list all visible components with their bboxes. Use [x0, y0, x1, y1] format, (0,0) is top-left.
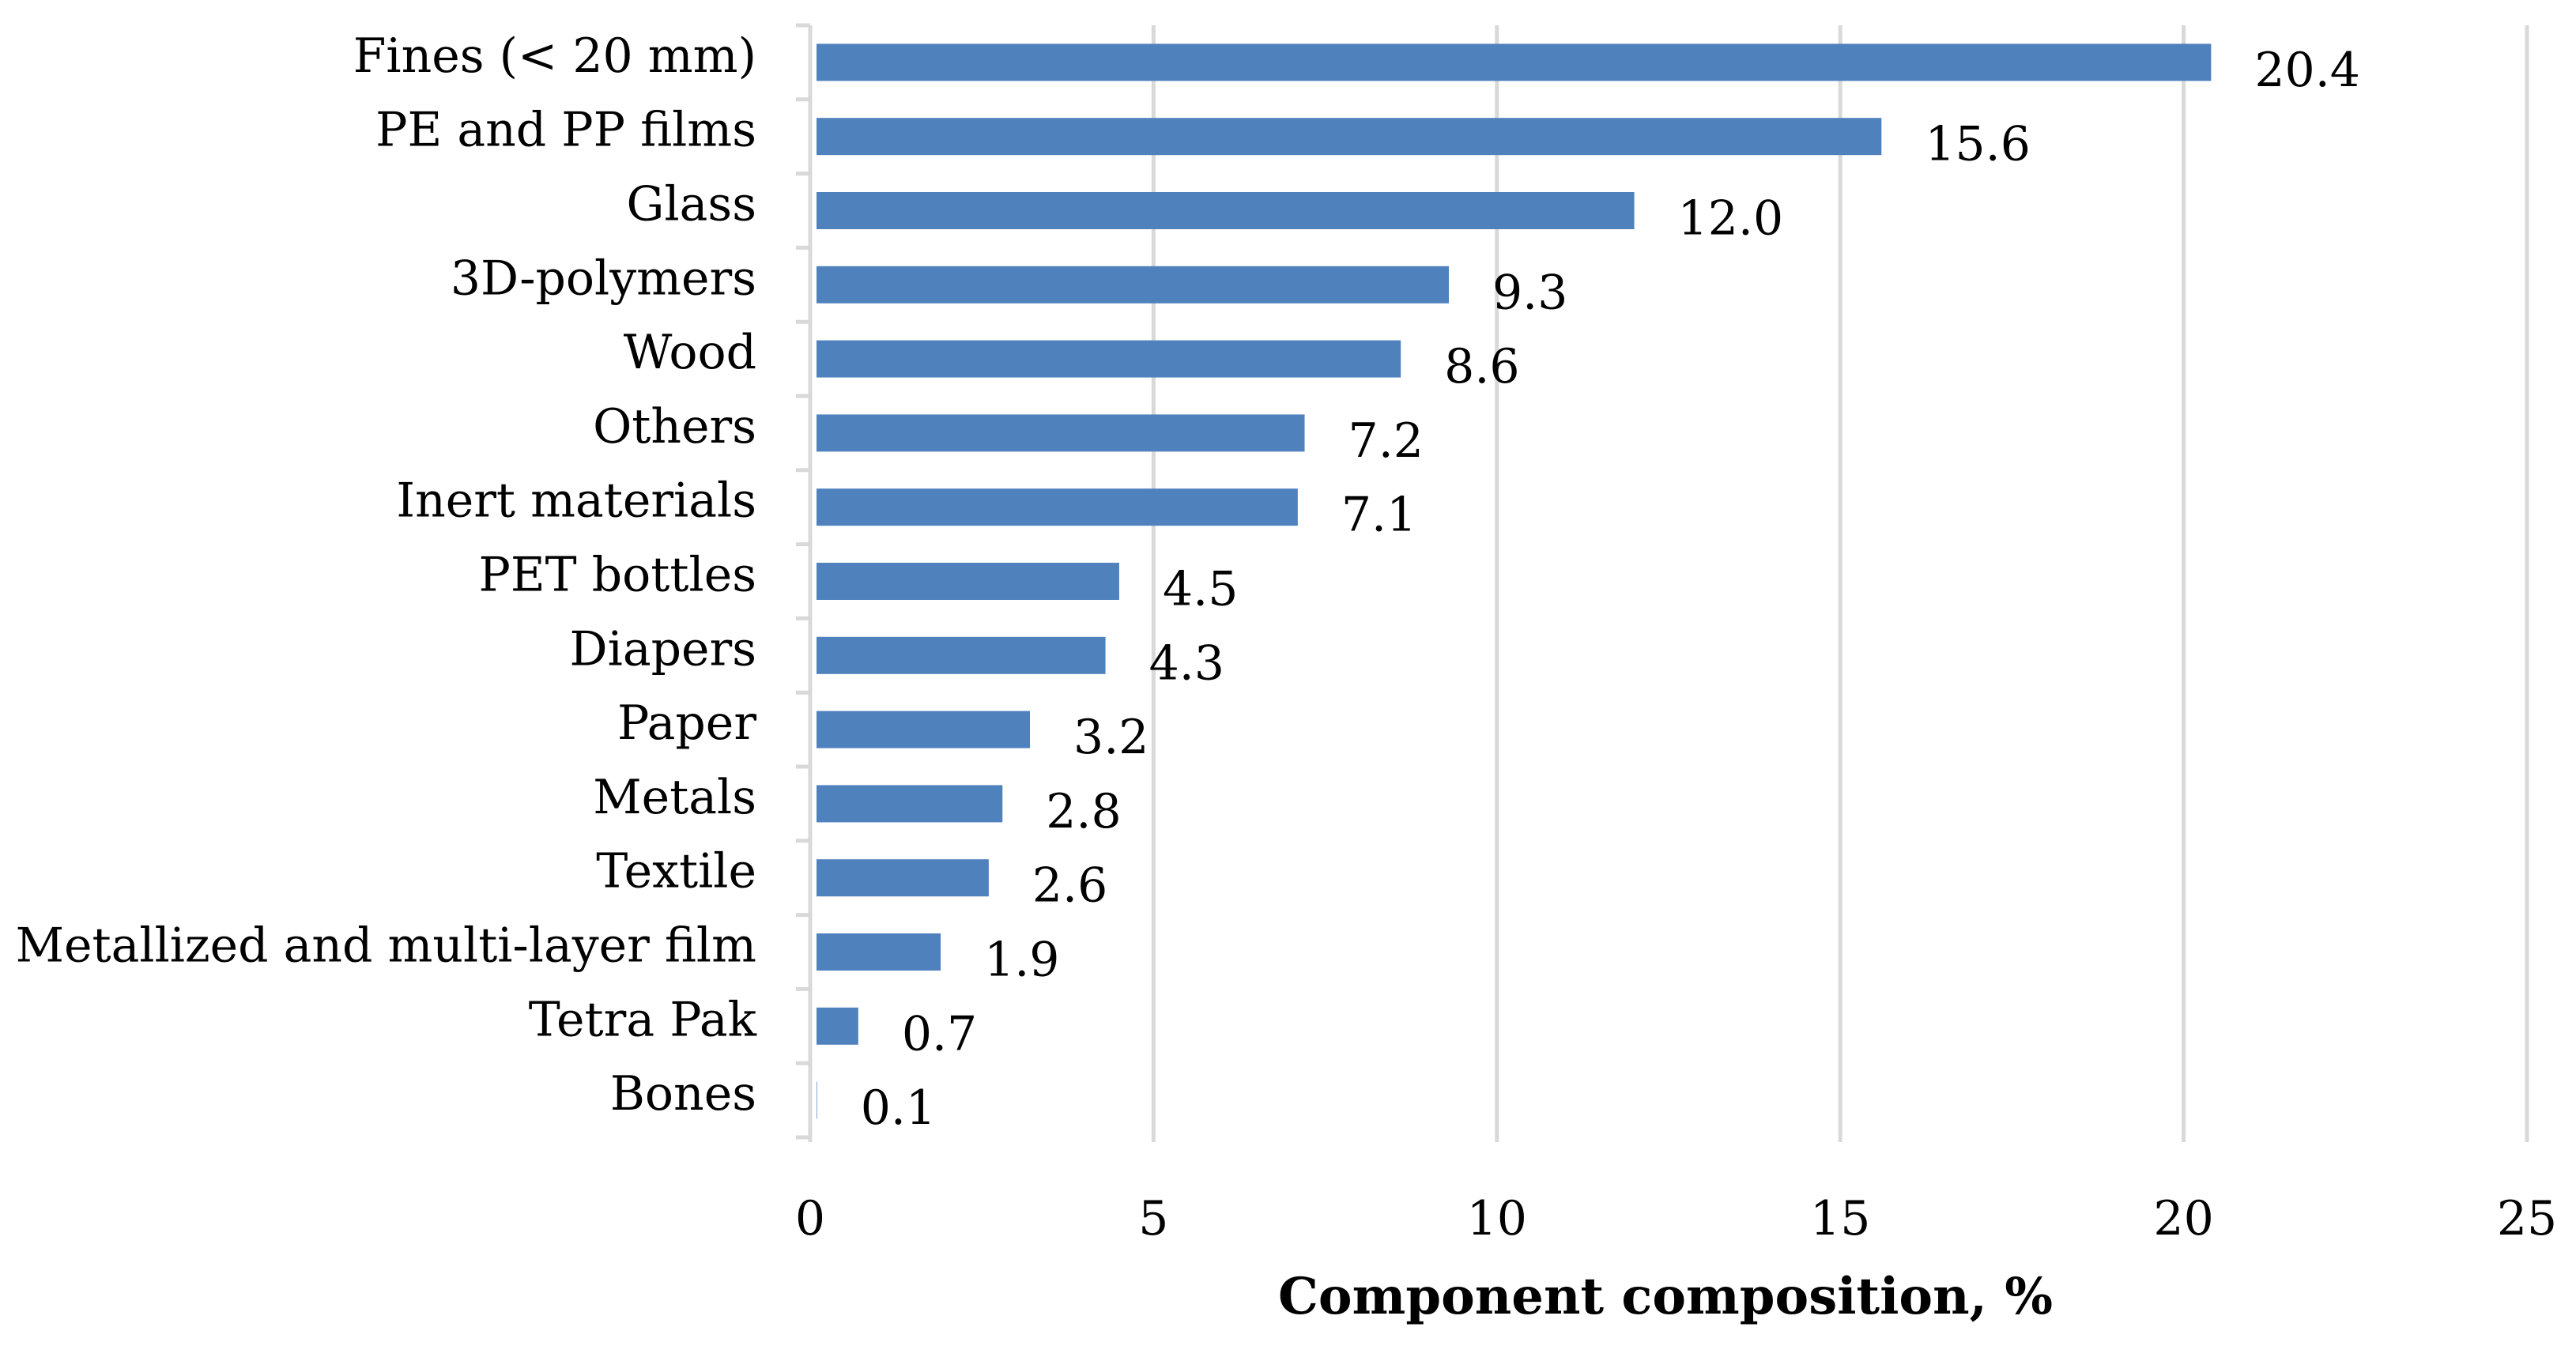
bar-11 — [817, 859, 989, 897]
data-label-0: 20.4 — [2254, 43, 2360, 98]
bar-3 — [817, 266, 1449, 303]
bar-9 — [817, 711, 1031, 748]
bar-6 — [817, 488, 1298, 526]
category-label-3: 3D-polymers — [451, 251, 756, 306]
category-label-12: Metallized and multi-layer film — [16, 918, 756, 974]
bar-4 — [817, 340, 1401, 378]
category-label-6: Inert materials — [396, 473, 756, 529]
data-labels: 20.4 15.6 12.0 9.3 8.6 7.2 7.1 4.5 4.33.2 2.8 2.6 1… — [861, 43, 2360, 1136]
data-label-6: 7.1 — [1341, 488, 1416, 543]
x-tick-labels: 0 5 10 15 20 25 — [795, 1191, 2557, 1246]
x-tick-label-25: 25 — [2497, 1191, 2557, 1246]
bar-0 — [817, 43, 2212, 81]
data-label-13: 0.7 — [902, 1006, 977, 1061]
category-label-9: Paper — [617, 696, 756, 751]
x-tick-label-20: 20 — [2153, 1191, 2213, 1246]
category-label-13: Tetra Pak — [529, 992, 757, 1047]
data-label-2: 12.0 — [1678, 191, 1784, 247]
category-label-8: Diapers — [570, 621, 756, 677]
bar-13 — [817, 1007, 858, 1045]
bar-10 — [817, 785, 1003, 823]
y-axis — [796, 23, 813, 1142]
category-label-2: Glass — [627, 177, 756, 232]
data-label-3: 9.3 — [1492, 265, 1567, 320]
data-label-10: 2.8 — [1046, 784, 1121, 839]
data-label-1: 15.6 — [1925, 117, 2031, 172]
x-tick-label-10: 10 — [1467, 1191, 1527, 1246]
category-label-10: Metals — [593, 770, 756, 825]
data-label-8: 4.3 — [1149, 635, 1224, 691]
data-label-7: 4.5 — [1163, 562, 1238, 617]
bar-5 — [817, 414, 1305, 452]
category-label-0: Fines (< 20 mm) — [353, 28, 756, 84]
category-labels: Fines (< 20 mm) PE and PP films Glass 3D-po… — [16, 28, 757, 1122]
category-label-1: PE and PP films — [375, 103, 756, 158]
x-tick-label-5: 5 — [1138, 1191, 1168, 1246]
data-label-11: 2.6 — [1032, 858, 1107, 914]
data-label-5: 7.2 — [1348, 413, 1424, 469]
x-tick-label-15: 15 — [1810, 1191, 1870, 1246]
bar-1 — [817, 118, 1882, 156]
category-label-14: Bones — [610, 1066, 756, 1122]
category-label-5: Others — [593, 399, 756, 454]
bar-12 — [817, 933, 941, 971]
bars — [817, 43, 2212, 1119]
category-label-4: Wood — [624, 325, 756, 380]
bar-2 — [817, 192, 1635, 229]
data-label-12: 1.9 — [984, 933, 1059, 988]
bar-8 — [817, 636, 1106, 674]
x-axis-title: Component composition, % — [1278, 1267, 2053, 1326]
bar-7 — [817, 563, 1119, 600]
category-label-7: PET bottles — [478, 548, 756, 603]
data-label-14: 0.1 — [861, 1080, 936, 1136]
data-label-9: 3.2 — [1073, 710, 1148, 765]
data-label-4: 8.6 — [1444, 339, 1519, 394]
x-tick-label-0: 0 — [795, 1191, 825, 1246]
category-label-11: Textile — [596, 844, 756, 899]
